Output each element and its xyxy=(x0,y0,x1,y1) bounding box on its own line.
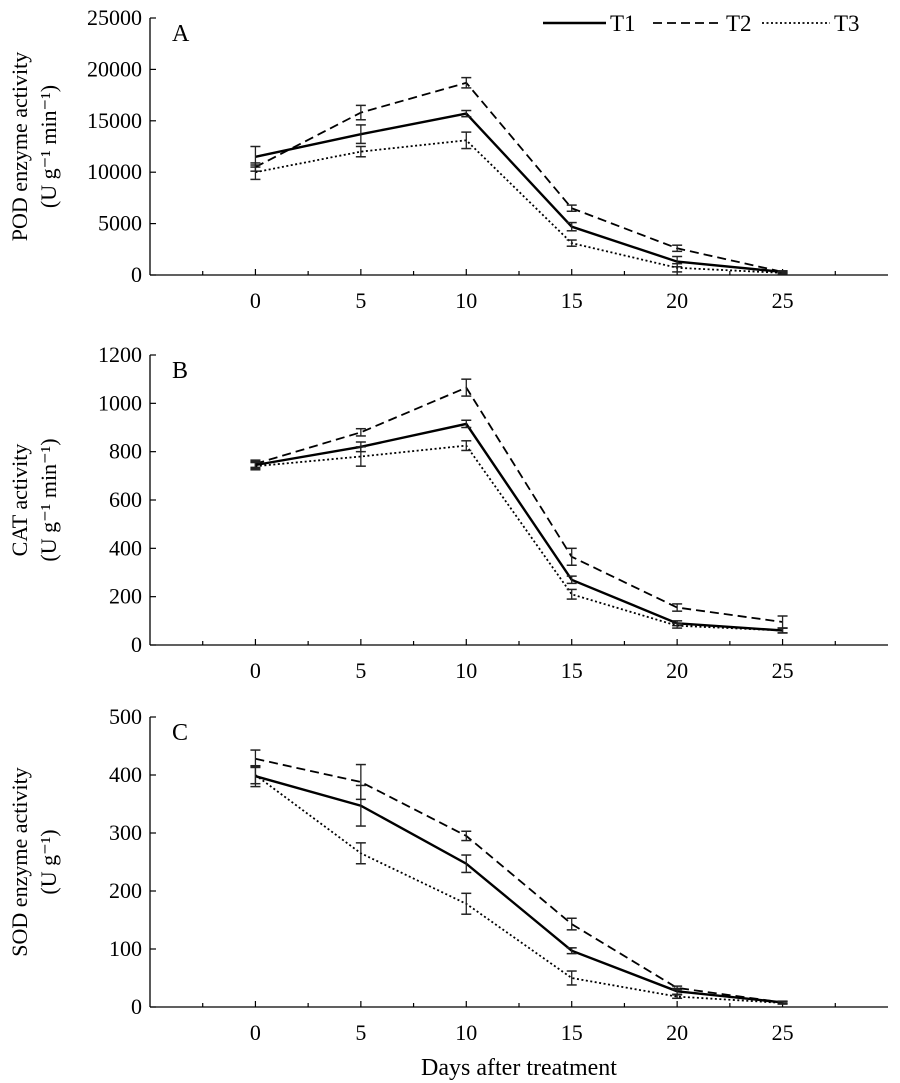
series-line-t3 xyxy=(255,139,783,274)
y-tick-label: 5000 xyxy=(98,211,142,236)
y-tick-label: 15000 xyxy=(87,108,142,133)
panel-label: C xyxy=(172,720,188,746)
series-line-t1 xyxy=(255,775,783,1004)
y-tick-label: 400 xyxy=(109,762,142,787)
series-t1 xyxy=(250,419,788,634)
y-axis-title: SOD enzyme activity xyxy=(7,767,32,956)
series-line-t1 xyxy=(255,112,783,274)
series-t2 xyxy=(250,378,788,629)
x-tick-label: 15 xyxy=(561,1020,583,1045)
series-t3 xyxy=(250,131,788,275)
series-t1 xyxy=(250,109,788,274)
y-tick-label: 0 xyxy=(131,632,142,657)
x-tick-label: 10 xyxy=(455,658,477,683)
y-axis-unit: (U g⁻¹) xyxy=(36,829,61,894)
series-t3 xyxy=(250,440,788,634)
x-tick-label: 20 xyxy=(666,658,688,683)
x-tick-label: 0 xyxy=(250,1020,261,1045)
panel-a: 0 5000 10000 15000 20000 25000 0 5 10 15 20 25 A POD … xyxy=(7,5,888,313)
x-tick-label: 25 xyxy=(772,1020,794,1045)
y-tick-label: 400 xyxy=(109,535,142,560)
series-line-t2 xyxy=(255,386,783,623)
y-tick-label: 800 xyxy=(109,439,142,464)
y-tick-label: 1000 xyxy=(98,390,142,415)
y-axis-unit: (U g⁻¹ min⁻¹) xyxy=(36,438,61,561)
y-tick-label: 200 xyxy=(109,584,142,609)
x-axis-title: Days after treatment xyxy=(421,1055,617,1081)
x-tick-label: 0 xyxy=(250,658,261,683)
y-tick-label: 1200 xyxy=(98,342,142,367)
y-axis-title: POD enzyme activity xyxy=(7,52,32,241)
y-tick-label: 10000 xyxy=(87,159,142,184)
series-t2 xyxy=(250,749,788,1005)
x-tick-label: 15 xyxy=(561,658,583,683)
y-axis-unit: (U g⁻¹ min⁻¹) xyxy=(36,85,61,208)
y-tick-label: 25000 xyxy=(87,5,142,30)
x-tick-label: 20 xyxy=(666,288,688,313)
panel-label: A xyxy=(172,21,190,47)
y-tick-label: 300 xyxy=(109,820,142,845)
y-tick-label: 100 xyxy=(109,936,142,961)
x-tick-label: 0 xyxy=(250,288,261,313)
x-tick-label: 25 xyxy=(772,658,794,683)
x-tick-label: 5 xyxy=(355,1020,366,1045)
legend-label-t3: T3 xyxy=(834,11,860,36)
x-tick-label: 10 xyxy=(455,288,477,313)
legend-label-t1: T1 xyxy=(610,11,636,36)
x-tick-label: 5 xyxy=(355,288,366,313)
x-tick-label: 5 xyxy=(355,658,366,683)
series-line-t3 xyxy=(254,774,783,1004)
y-tick-label: 200 xyxy=(109,878,142,903)
series-line-t1 xyxy=(255,422,783,632)
series-line-t2 xyxy=(254,81,783,273)
y-axis-title: CAT activity xyxy=(7,444,32,557)
legend: T1 T2 T3 xyxy=(543,11,860,36)
y-tick-label: 0 xyxy=(131,262,142,287)
series-t1 xyxy=(250,764,788,1005)
panel-c: 0 100 200 300 400 500 0 5 10 15 20 25 C SOD enzyme ac… xyxy=(7,704,888,1081)
series-t2 xyxy=(250,76,788,274)
panel-label: B xyxy=(172,358,188,384)
series-t3 xyxy=(250,765,788,1005)
y-tick-label: 0 xyxy=(131,994,142,1019)
x-tick-label: 15 xyxy=(561,288,583,313)
panel-b: 0 200 400 600 800 1000 1200 0 5 10 15 20 25 B CAT acti… xyxy=(7,342,888,683)
x-tick-label: 20 xyxy=(666,1020,688,1045)
y-tick-label: 600 xyxy=(109,487,142,512)
legend-label-t2: T2 xyxy=(726,11,752,36)
y-tick-label: 20000 xyxy=(87,56,142,81)
x-tick-label: 10 xyxy=(455,1020,477,1045)
series-line-t3 xyxy=(255,444,783,632)
series-line-t2 xyxy=(255,757,783,1004)
y-tick-label: 500 xyxy=(109,704,142,729)
x-tick-label: 25 xyxy=(772,288,794,313)
